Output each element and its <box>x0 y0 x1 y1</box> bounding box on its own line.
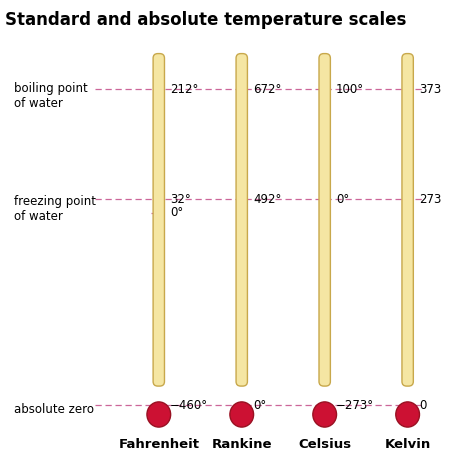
FancyBboxPatch shape <box>319 54 330 386</box>
Text: 212°: 212° <box>170 83 199 96</box>
Text: 0: 0 <box>419 399 427 412</box>
Text: freezing point
of water: freezing point of water <box>14 195 96 223</box>
Text: 0°: 0° <box>253 399 266 412</box>
Text: 672°: 672° <box>253 83 282 96</box>
FancyBboxPatch shape <box>236 54 247 386</box>
Text: Rankine: Rankine <box>211 438 272 451</box>
Text: 32°: 32° <box>170 193 191 206</box>
FancyBboxPatch shape <box>402 54 413 386</box>
Text: 492°: 492° <box>253 193 282 206</box>
Text: Celsius: Celsius <box>298 438 351 451</box>
Text: absolute zero: absolute zero <box>14 403 94 416</box>
Text: 0°: 0° <box>170 207 183 219</box>
Ellipse shape <box>230 402 254 427</box>
Text: Kelvin: Kelvin <box>384 438 431 451</box>
Text: −460°: −460° <box>170 399 208 412</box>
FancyBboxPatch shape <box>153 54 164 386</box>
Text: 273: 273 <box>419 193 441 206</box>
Text: −273°: −273° <box>336 399 374 412</box>
Text: boiling point
of water: boiling point of water <box>14 82 88 110</box>
Text: 373: 373 <box>419 83 441 96</box>
Text: Fahrenheit: Fahrenheit <box>118 438 199 451</box>
Text: 100°: 100° <box>336 83 364 96</box>
Ellipse shape <box>396 402 419 427</box>
Ellipse shape <box>313 402 337 427</box>
Text: Standard and absolute temperature scales: Standard and absolute temperature scales <box>5 11 406 29</box>
Ellipse shape <box>147 402 171 427</box>
Text: 0°: 0° <box>336 193 349 206</box>
